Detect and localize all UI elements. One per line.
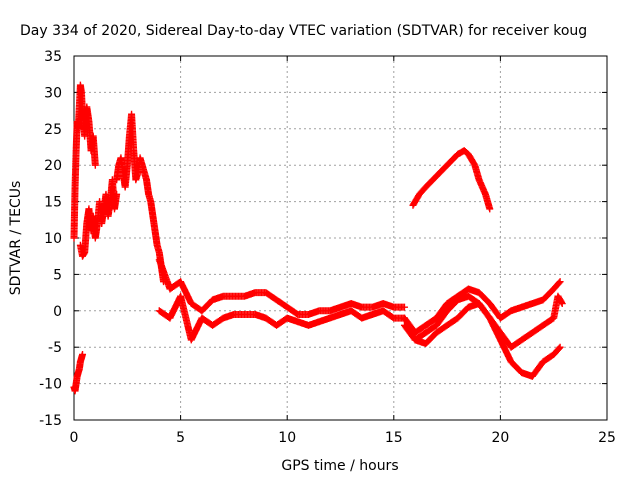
- y-tick-label: -5: [48, 340, 62, 356]
- y-tick-label: -15: [39, 413, 62, 429]
- grid-layer: [74, 56, 607, 420]
- series-late-band-c: [411, 292, 566, 351]
- series-late-band-a: [400, 278, 564, 337]
- series-mid-band-low: [155, 292, 408, 344]
- marker-trace: [155, 256, 408, 318]
- marker-trace: [409, 147, 494, 213]
- x-tick-label: 25: [598, 430, 616, 446]
- marker-trace: [70, 350, 87, 395]
- y-tick-label: 0: [53, 304, 62, 320]
- marker-trace: [76, 176, 121, 260]
- marker-trace: [400, 278, 564, 337]
- y-tick-label: 35: [44, 49, 62, 65]
- series-mid-band-high: [155, 256, 408, 318]
- marker-trace: [411, 292, 566, 351]
- series-peak-group: [113, 110, 168, 286]
- data-points: [70, 81, 566, 395]
- y-tick-label: 25: [44, 122, 62, 138]
- marker-trace: [113, 110, 168, 286]
- series-early-spike-b: [70, 350, 87, 395]
- x-tick-label: 0: [70, 430, 79, 446]
- y-tick-label: 20: [44, 158, 62, 174]
- x-tick-label: 5: [176, 430, 185, 446]
- y-tick-label: -10: [39, 377, 62, 393]
- y-axis-label: SDTVAR / TECUs: [8, 181, 24, 296]
- axis-ticks: 0 5 10 15 20 25 -15 -10 -5 0 5 10 15 20 25 30 35: [39, 49, 616, 446]
- x-tick-label: 20: [491, 430, 509, 446]
- series-early-spike-a: [70, 81, 99, 242]
- y-tick-label: 30: [44, 85, 62, 101]
- x-tick-label: 10: [278, 430, 296, 446]
- y-tick-label: 5: [53, 267, 62, 283]
- y-tick-label: 10: [44, 231, 62, 247]
- y-tick-label: 15: [44, 195, 62, 211]
- x-tick-label: 15: [385, 430, 403, 446]
- chart-title: Day 334 of 2020, Sidereal Day-to-day VTE…: [20, 23, 587, 39]
- marker-trace: [70, 81, 99, 242]
- series-early-cluster: [76, 176, 121, 260]
- x-axis-label: GPS time / hours: [281, 458, 398, 474]
- series-arc: [409, 147, 494, 213]
- marker-trace: [155, 292, 408, 344]
